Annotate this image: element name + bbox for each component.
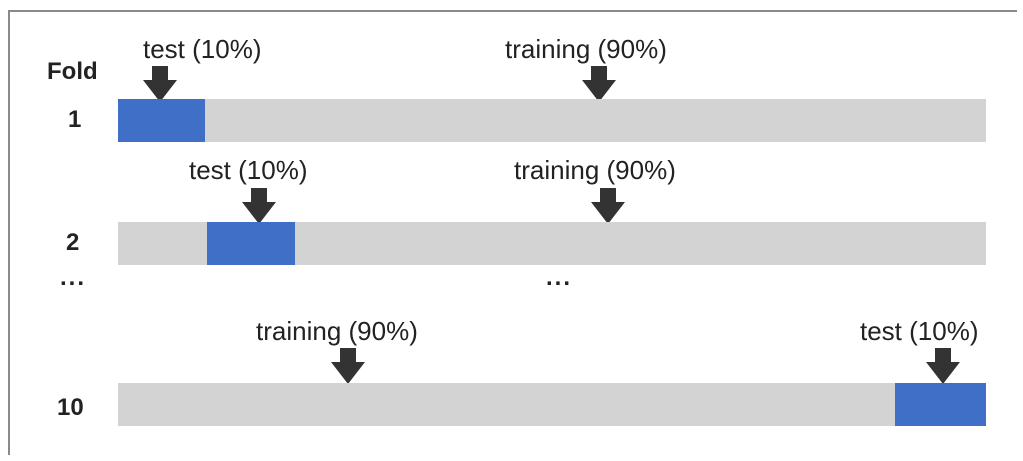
fold-10-training-label: training (90%) — [256, 316, 418, 346]
fold-10-training-arrow-icon — [331, 348, 365, 384]
fold-1-number: 1 — [68, 106, 82, 133]
fold-10-test-arrow-icon — [926, 348, 960, 384]
fold-1-test-segment — [118, 99, 205, 142]
fold-2-test-segment — [207, 222, 295, 265]
fold-10-bar — [118, 383, 986, 426]
fold-10-test-label: test (10%) — [860, 316, 979, 346]
fold-1-test-arrow-icon — [143, 66, 177, 102]
fold-header: Fold — [47, 58, 98, 85]
fold-1-test-label: test (10%) — [143, 34, 262, 64]
fold-10-test-segment — [895, 383, 986, 426]
fold-10-number: 10 — [57, 394, 84, 421]
diagram-frame — [8, 10, 1017, 455]
fold-1-training-arrow-icon — [582, 66, 616, 102]
fold-2-training-label: training (90%) — [514, 155, 676, 185]
ellipsis-center: ... — [546, 264, 573, 291]
fold-2-test-label: test (10%) — [189, 155, 308, 185]
fold-2-test-arrow-icon — [242, 188, 276, 224]
fold-2-bar — [118, 222, 986, 265]
fold-1-bar — [118, 99, 986, 142]
fold-2-training-arrow-icon — [591, 188, 625, 224]
fold-2-number: 2 — [66, 229, 80, 256]
fold-1-training-label: training (90%) — [505, 34, 667, 64]
ellipsis-left: ... — [60, 264, 87, 291]
